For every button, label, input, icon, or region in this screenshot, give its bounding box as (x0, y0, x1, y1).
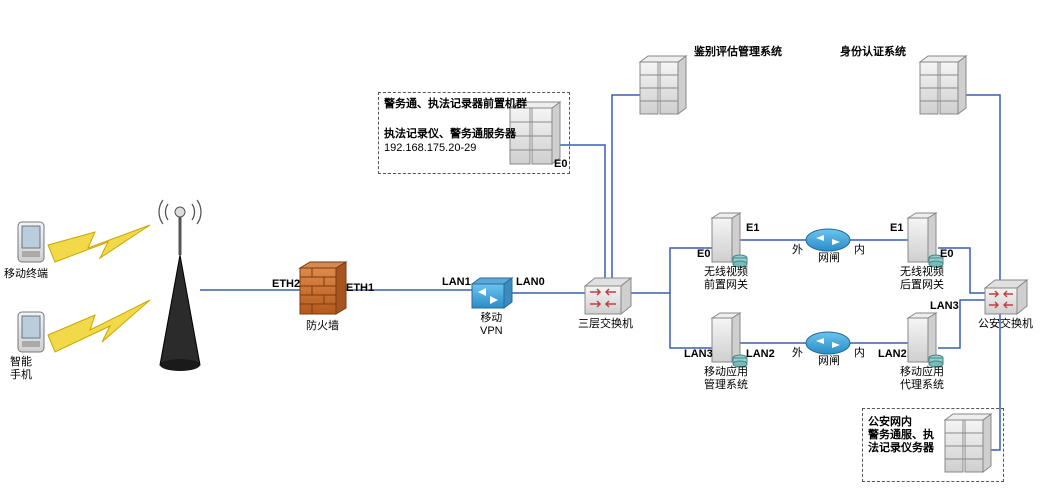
wf-e1: E1 (746, 222, 759, 235)
identity-servers-icon (920, 56, 966, 114)
police-switch-label: 公安交换机 (978, 318, 1033, 331)
wb-label: 无线视频 后置网关 (900, 266, 944, 292)
g2-label: 网闸 (818, 355, 840, 368)
assess-servers-icon (640, 56, 686, 114)
mp-label: 移动应用 代理系统 (900, 366, 944, 392)
wireless-back-icon (908, 213, 943, 267)
eth2-label: ETH2 (272, 278, 300, 291)
wb-e0: E0 (940, 248, 953, 261)
lan3-label: LAN3 (930, 300, 959, 313)
mobile-terminal-icon (18, 222, 44, 262)
wb-e1: E1 (890, 222, 903, 235)
firewall-icon (300, 262, 346, 314)
mm-lan2: LAN2 (746, 348, 775, 361)
cluster-title1: 警务通、执法记录器前置机群 (384, 98, 527, 111)
wf-label: 无线视频 前置网关 (704, 266, 748, 292)
g1-out: 外 (792, 244, 803, 257)
mobile-mgmt-icon (712, 313, 747, 367)
antenna-icon (159, 200, 201, 371)
mm-lan3: LAN3 (684, 348, 713, 361)
cluster-title2: 执法记录仪、警务通服务器 (384, 128, 516, 141)
lan1-label: LAN1 (442, 276, 471, 289)
police-switch-icon (985, 280, 1027, 314)
identity-label: 身份认证系统 (840, 46, 906, 59)
firewall-label: 防火墙 (306, 320, 339, 333)
g2-out: 外 (792, 347, 803, 360)
l3-switch-label: 三层交换机 (578, 318, 633, 331)
vpn-icon (472, 278, 512, 308)
l3-switch-icon (585, 278, 631, 314)
gate2-icon (806, 332, 850, 354)
vpn-label: 移动 VPN (480, 312, 503, 338)
lan0-label: LAN0 (516, 276, 545, 289)
wireless-link-1 (48, 225, 150, 262)
mobile-terminal-label: 移动终端 (4, 268, 48, 281)
eth1-label: ETH1 (346, 282, 374, 295)
gate1-icon (806, 229, 850, 251)
g1-label: 网闸 (818, 252, 840, 265)
g2-in: 内 (854, 347, 865, 360)
mobile-proxy-icon (908, 313, 943, 367)
wireless-link-2 (48, 300, 150, 352)
cluster-port: E0 (554, 158, 567, 171)
wf-e0: E0 (697, 248, 710, 261)
g1-in: 内 (854, 244, 865, 257)
intranet-title: 公安网内 警务通服、执 法记录仪务器 (868, 416, 934, 456)
smartphone-label: 智能 手机 (10, 356, 32, 382)
mp-lan2: LAN2 (878, 348, 907, 361)
cluster-ip: 192.168.175.20-29 (384, 142, 476, 155)
assess-label: 鉴别评估管理系统 (694, 46, 782, 59)
smartphone-icon (18, 312, 44, 352)
mm-label: 移动应用 管理系统 (704, 366, 748, 392)
